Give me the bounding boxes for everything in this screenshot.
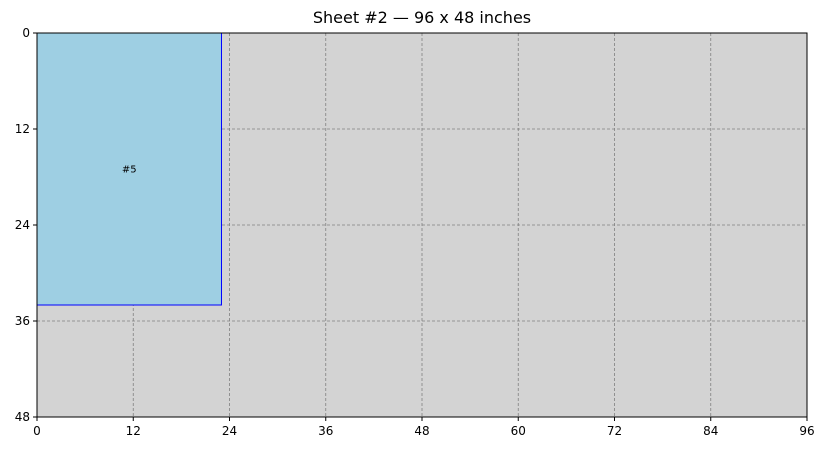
x-tick-label: 60 xyxy=(511,424,526,438)
piece-label: #5 xyxy=(122,165,137,176)
y-tick-label: 24 xyxy=(15,218,30,232)
x-tick-label: 72 xyxy=(607,424,622,438)
y-tick-label: 12 xyxy=(15,122,30,136)
piece-rect xyxy=(36,32,222,306)
pieces: #5 xyxy=(36,32,222,306)
x-tick-label: 12 xyxy=(126,424,141,438)
y-axis: 0 12 24 36 48 xyxy=(15,26,37,424)
y-tick-label: 0 xyxy=(22,26,30,40)
chart-title: Sheet #2 — 96 x 48 inches xyxy=(313,8,531,27)
x-tick-label: 24 xyxy=(222,424,237,438)
x-axis: 0 12 24 36 48 60 72 84 96 xyxy=(33,417,815,438)
y-tick-label: 48 xyxy=(15,410,30,424)
y-tick-label: 36 xyxy=(15,314,30,328)
x-tick-label: 96 xyxy=(799,424,814,438)
x-tick-label: 48 xyxy=(414,424,429,438)
x-tick-label: 0 xyxy=(33,424,41,438)
x-tick-label: 36 xyxy=(318,424,333,438)
x-tick-label: 84 xyxy=(703,424,718,438)
